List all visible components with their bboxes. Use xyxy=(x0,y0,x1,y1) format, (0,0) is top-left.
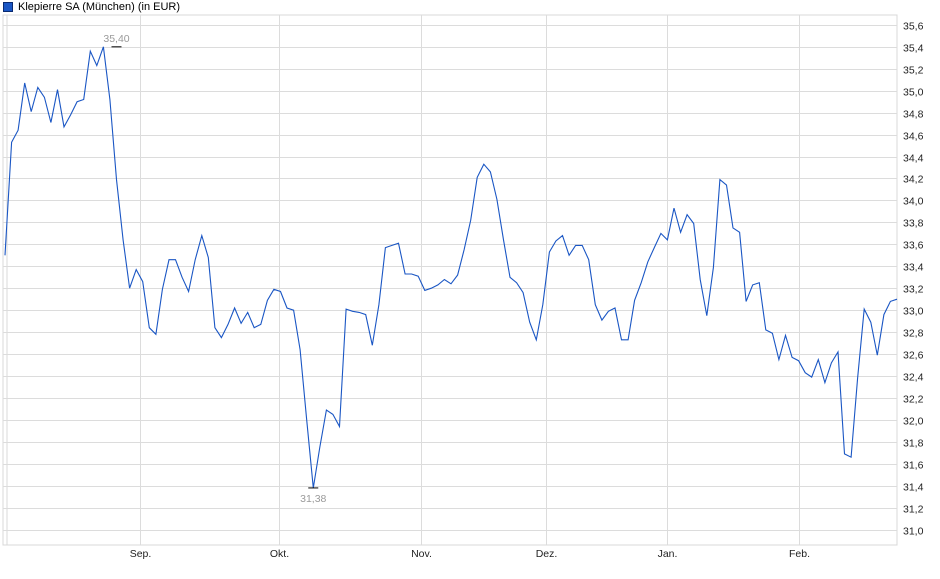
legend-swatch xyxy=(3,2,13,12)
y-tick-label: 32,2 xyxy=(903,394,924,406)
y-tick-label: 35,2 xyxy=(903,65,924,77)
x-tick-label: Dez. xyxy=(536,548,558,560)
y-tick-label: 34,0 xyxy=(903,196,924,208)
price-line xyxy=(4,46,898,488)
x-tick-label: Jan. xyxy=(658,548,678,560)
y-tick-label: 33,6 xyxy=(903,240,924,252)
y-tick-label: 34,4 xyxy=(903,153,924,165)
x-tick-label: Nov. xyxy=(411,548,432,560)
y-tick-label: 32,4 xyxy=(903,372,924,384)
y-tick-label: 34,2 xyxy=(903,174,924,186)
legend-label: Klepierre SA (München) (in EUR) xyxy=(18,1,181,13)
chart-legend: Klepierre SA (München) (in EUR) xyxy=(3,0,180,14)
y-tick-label: 31,6 xyxy=(903,460,924,472)
plot-frame xyxy=(2,14,898,546)
min-label: 31,38 xyxy=(300,493,326,505)
y-tick-label: 33,4 xyxy=(903,262,924,274)
y-tick-label: 31,8 xyxy=(903,438,924,450)
y-tick-label: 35,6 xyxy=(903,21,924,33)
y-tick-label: 32,6 xyxy=(903,350,924,362)
y-tick-label: 33,0 xyxy=(903,306,924,318)
x-tick-label: Okt. xyxy=(270,548,289,560)
y-tick-label: 32,0 xyxy=(903,416,924,428)
y-tick-label: 31,4 xyxy=(903,482,924,494)
max-label: 35,40 xyxy=(103,33,129,45)
y-tick-label: 34,6 xyxy=(903,131,924,143)
y-tick-label: 35,4 xyxy=(903,43,924,55)
y-tick-label: 33,8 xyxy=(903,218,924,230)
y-tick-label: 31,2 xyxy=(903,504,924,516)
y-tick-label: 34,8 xyxy=(903,109,924,121)
x-tick-label: Feb. xyxy=(789,548,810,560)
x-tick-label: Sep. xyxy=(130,548,152,560)
y-tick-label: 31,0 xyxy=(903,526,924,538)
y-tick-label: 35,0 xyxy=(903,87,924,99)
y-tick-label: 32,8 xyxy=(903,328,924,340)
y-tick-label: 33,2 xyxy=(903,284,924,296)
